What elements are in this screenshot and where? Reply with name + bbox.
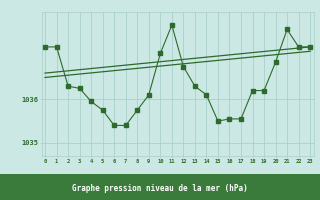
- Text: Graphe pression niveau de la mer (hPa): Graphe pression niveau de la mer (hPa): [72, 184, 248, 193]
